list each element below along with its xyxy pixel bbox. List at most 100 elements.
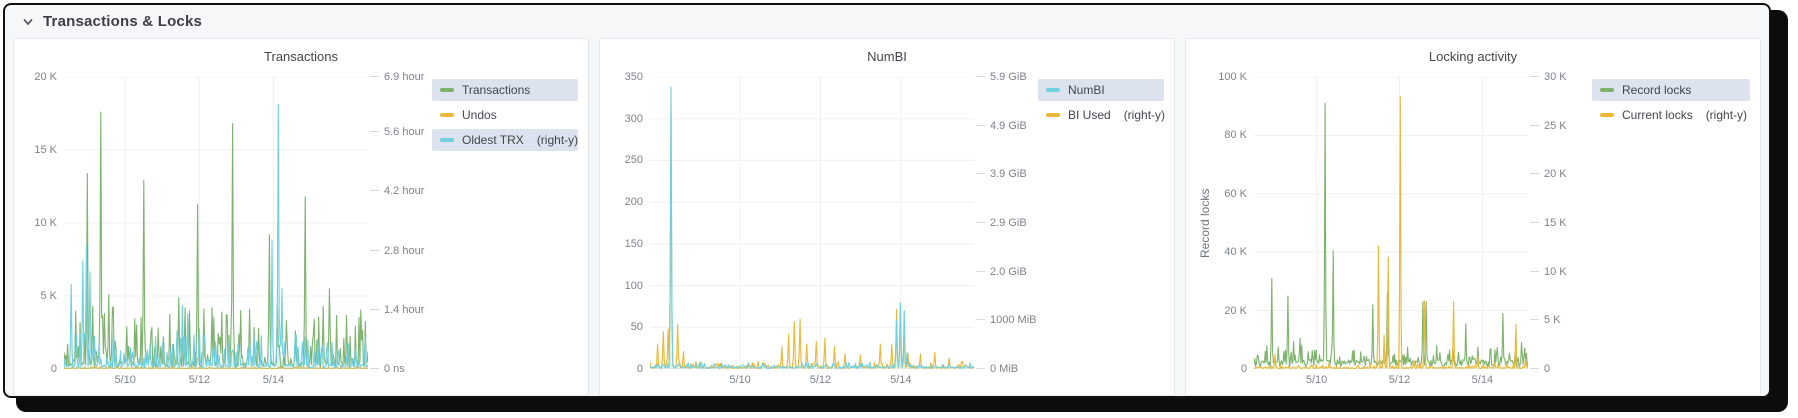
series-color-dash-icon [1046, 113, 1060, 117]
y-axis-label: Record locks [1198, 188, 1212, 258]
right-axis: 0 5 K 10 K 15 K 20 K 25 K 30 K [1528, 71, 1586, 375]
axis-tick: 5 K [40, 290, 57, 302]
right-axis: 0 ns 1.4 hour 2.8 hour 4.2 hour 5.6 hour 6.9 … [368, 71, 426, 375]
legend-item[interactable]: Record locks [1592, 79, 1750, 101]
axis-tick: 150 [624, 237, 643, 250]
panel-title[interactable]: Transactions [264, 49, 338, 64]
row-header[interactable]: Transactions & Locks [5, 5, 1769, 34]
plot-area[interactable]: 5/10 5/12 5/14 [650, 77, 974, 389]
axis-tick: 10 K [1530, 266, 1567, 278]
series-color-dash-icon [1600, 113, 1614, 117]
axis-tick: 15 K [1530, 217, 1567, 229]
plot-area[interactable]: 5/10 5/12 5/14 [64, 77, 368, 389]
x-axis-tick: 5/12 [1388, 374, 1411, 386]
x-axis-tick: 5/10 [1305, 374, 1328, 386]
x-axis-tick: 5/12 [809, 374, 832, 386]
axis-tick: 6.9 hour [370, 71, 424, 83]
chart-canvas [1254, 77, 1528, 369]
legend-item[interactable]: Undos [432, 104, 578, 126]
legend-label: NumBI [1068, 83, 1105, 97]
axis-tick: 80 K [1224, 129, 1247, 142]
axis-tick: 5.6 hour [370, 126, 424, 138]
axis-tick: 60 K [1224, 187, 1247, 200]
axis-tick: 15 K [34, 144, 57, 156]
panel-locking-activity: Locking activity Record locks 0 20 K 40 K 6… [1185, 38, 1761, 396]
legend-label: Transactions [462, 83, 531, 97]
plot-area[interactable]: 5/10 5/12 5/14 [1254, 77, 1528, 389]
axis-tick: 4.9 GiB [976, 120, 1027, 132]
axis-tick: 20 K [1530, 168, 1567, 180]
chart-canvas [64, 77, 368, 369]
axis-tick: 0 [1240, 363, 1247, 375]
axis-tick: 20 K [34, 71, 57, 83]
chart-area: 0 50 100 150 200 250 300 350 5/10 5/12 5/14 0 MiB… [610, 71, 1166, 389]
axis-tick: 5.9 GiB [976, 71, 1027, 83]
row-title[interactable]: Transactions & Locks [43, 13, 203, 30]
legend-item[interactable]: Current locks (right-y) [1592, 104, 1750, 126]
axis-tick: 10 K [34, 217, 57, 229]
axis-tick: 100 [624, 279, 643, 292]
series-color-dash-icon [1046, 88, 1060, 92]
axis-tick: 0 [636, 363, 643, 375]
x-axis: 5/10 5/12 5/14 [1254, 369, 1528, 389]
legend-item[interactable]: NumBI [1038, 79, 1164, 101]
axis-tick: 1000 MiB [976, 314, 1036, 326]
chart-canvas [650, 77, 974, 369]
left-axis: 0 50 100 150 200 250 300 350 [610, 71, 650, 375]
axis-tick: 2.8 hour [370, 245, 424, 257]
series-color-dash-icon [440, 88, 454, 92]
legend: Record locks Current locks (right-y) [1586, 77, 1750, 389]
x-axis-tick: 5/10 [729, 374, 751, 386]
axis-tick: 0 [50, 363, 57, 375]
axis-tick: 2.0 GiB [976, 266, 1027, 278]
x-axis-tick: 5/12 [188, 374, 211, 386]
axis-tick: 25 K [1530, 120, 1567, 132]
axis-tick: 3.9 GiB [976, 168, 1027, 180]
x-axis-tick: 5/14 [262, 374, 285, 386]
legend-right-axis-suffix: (right-y) [1705, 108, 1748, 122]
axis-tick: 200 [624, 196, 643, 209]
axis-tick: 100 K [1218, 71, 1247, 83]
left-axis: 0 20 K 40 K 60 K 80 K 100 K [1214, 71, 1254, 375]
dashboard-page: Transactions & Locks Transactions 0 5 K 10… [3, 3, 1771, 398]
series-color-dash-icon [440, 113, 454, 117]
series-color-dash-icon [1600, 88, 1614, 92]
legend-right-axis-suffix: (right-y) [536, 133, 579, 147]
x-axis-tick: 5/14 [1471, 374, 1494, 386]
axis-tick: 30 K [1530, 71, 1567, 83]
axis-tick: 50 [630, 321, 643, 334]
axis-tick: 40 K [1224, 246, 1247, 259]
x-axis: 5/10 5/12 5/14 [64, 369, 368, 389]
axis-tick: 0 MiB [976, 363, 1018, 375]
panel-numbi: NumBI 0 50 100 150 200 250 300 350 5/10 5/12 5/14… [599, 38, 1175, 396]
legend-item[interactable]: Oldest TRX (right-y) [432, 129, 578, 151]
panel-title[interactable]: NumBI [867, 49, 907, 64]
axis-tick: 0 [1530, 363, 1550, 375]
legend-label: BI Used [1068, 108, 1111, 122]
legend-item[interactable]: Transactions [432, 79, 578, 101]
legend-label: Undos [462, 108, 497, 122]
panel-title[interactable]: Locking activity [1428, 49, 1518, 64]
legend-label: Oldest TRX [462, 133, 524, 147]
axis-tick: 300 [624, 112, 643, 125]
x-axis: 5/10 5/12 5/14 [650, 369, 974, 389]
legend-right-axis-suffix: (right-y) [1123, 108, 1166, 122]
legend-label: Current locks [1622, 108, 1693, 122]
axis-tick: 4.2 hour [370, 185, 424, 197]
left-axis: 0 5 K 10 K 15 K 20 K [24, 71, 64, 375]
series-color-dash-icon [440, 138, 454, 142]
legend-item[interactable]: BI Used (right-y) [1038, 104, 1166, 126]
x-axis-tick: 5/10 [114, 374, 136, 386]
axis-tick: 1.4 hour [370, 304, 424, 316]
x-axis-tick: 5/14 [890, 374, 912, 386]
chart-area: Record locks 0 20 K 40 K 60 K 80 K 100 K 5/10… [1196, 71, 1750, 389]
axis-tick: 250 [624, 154, 643, 167]
axis-tick: 2.9 GiB [976, 217, 1027, 229]
axis-tick: 5 K [1530, 314, 1561, 326]
legend: Transactions Undos Oldest TRX (right-y) [426, 77, 578, 389]
axis-tick: 0 ns [370, 363, 405, 375]
legend: NumBI BI Used (right-y) [1032, 77, 1166, 389]
chevron-down-icon[interactable] [21, 15, 35, 29]
axis-tick: 350 [624, 71, 643, 83]
